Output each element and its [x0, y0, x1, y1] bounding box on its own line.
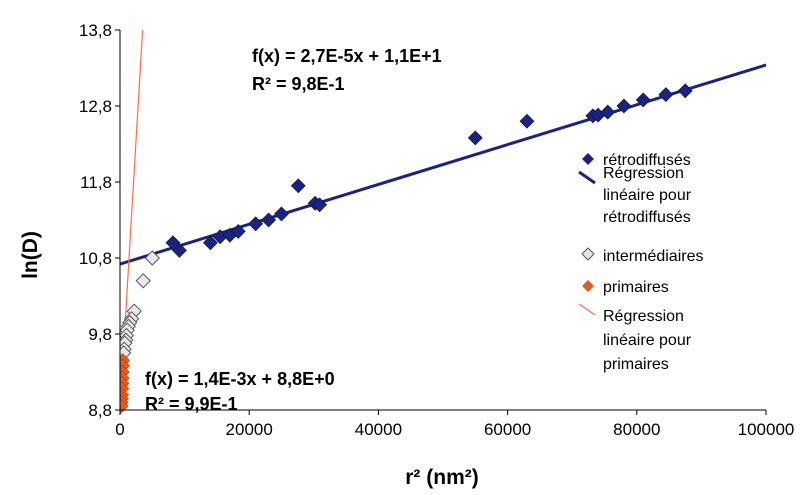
x-axis-ticks: 0 20000 40000 60000 80000 100000 [115, 410, 794, 439]
x-axis-title: r² (nm²) [405, 466, 478, 489]
legend-label-regression-primaires-line2: linéaire pour [603, 332, 692, 349]
x-tick-label: 100000 [738, 420, 795, 439]
y-tick-label: 11,8 [80, 173, 112, 192]
annotation-retrodiffuses-equation: f(x) = 2,7E-5x + 1,1E+1 [252, 46, 442, 66]
annotation-primaires-equation: f(x) = 1,4E-3x + 8,8E+0 [145, 369, 335, 389]
annotation-primaires: f(x) = 1,4E-3x + 8,8E+0 R² = 9,9E-1 [145, 369, 335, 414]
data-point-retrodiffuses [203, 235, 218, 251]
x-tick-label: 0 [115, 420, 124, 439]
data-point-retrodiffuses [519, 113, 535, 129]
legend-item-intermediaires: intermédiaires [581, 247, 703, 265]
x-tick-label: 40000 [355, 420, 402, 439]
x-tick-label: 80000 [613, 420, 660, 439]
x-tick-label: 60000 [484, 420, 531, 439]
data-point-retrodiffuses [290, 178, 306, 194]
legend-label-regression-primaires-line1: Régression [603, 308, 684, 325]
legend-symbol-regression-primaires [578, 303, 596, 316]
legend-background [572, 132, 764, 384]
y-tick-label: 13,8 [79, 21, 112, 40]
legend-item-primaires: primaires [582, 279, 669, 296]
legend-item-regression-primaires: Régression linéaire pour primaires [578, 303, 692, 373]
data-point-retrodiffuses [230, 223, 246, 239]
data-point-retrodiffuses [658, 87, 674, 103]
legend-symbol-retrodiffuses [582, 153, 594, 165]
legend-item-regression-retrodiffuses: Régression linéaire pour rétrodiffusés [578, 165, 692, 226]
legend-symbol-intermediaires [581, 247, 595, 261]
plot-area [120, 29, 767, 414]
data-point-retrodiffuses [600, 104, 616, 120]
y-axis-ticks: 8,8 9,8 10,8 11,8 12,8 13,8 [79, 21, 120, 420]
data-point-retrodiffuses [274, 206, 289, 222]
data-point-retrodiffuses [677, 83, 693, 99]
legend-label-regression-retrodiffuses-line2: linéaire pour [603, 187, 692, 204]
annotation-retrodiffuses-r2: R² = 9,8E-1 [252, 74, 345, 94]
axes [119, 30, 766, 411]
legend-label-primaires: primaires [603, 279, 669, 296]
legend-label-regression-retrodiffuses-line3: rétrodiffusés [603, 209, 691, 226]
data-point-retrodiffuses [635, 92, 651, 108]
legend-symbol-primaires [582, 280, 594, 292]
x-tick-label: 20000 [226, 420, 273, 439]
data-point-retrodiffuses [467, 130, 483, 146]
annotation-retrodiffuses: f(x) = 2,7E-5x + 1,1E+1 R² = 9,8E-1 [252, 46, 442, 94]
series-primaires [120, 353, 131, 414]
data-point-retrodiffuses [261, 212, 277, 228]
legend-label-regression-primaires-line3: primaires [603, 356, 669, 373]
data-point-retrodiffuses [616, 98, 632, 114]
data-point-intermediaires [135, 273, 151, 289]
legend-symbol-regression-retrodiffuses [578, 170, 596, 185]
annotation-primaires-r2: R² = 9,9E-1 [145, 394, 238, 414]
data-point-retrodiffuses [248, 216, 264, 232]
data-point-retrodiffuses [172, 242, 187, 258]
y-tick-label: 9,8 [88, 325, 112, 344]
legend-label-retrodiffuses: rétrodiffusés [603, 152, 691, 169]
y-tick-label: 12,8 [79, 97, 112, 116]
y-axis-title: ln(D) [19, 231, 42, 279]
series-intermediaires [120, 250, 161, 361]
data-point-intermediaires [144, 250, 161, 266]
legend-label-intermediaires: intermédiaires [603, 248, 703, 265]
y-tick-label: 10,8 [79, 249, 112, 268]
legend-label-regression-retrodiffuses-line1: Régression [603, 165, 684, 182]
legend-item-retrodiffuses: rétrodiffusés [582, 152, 691, 169]
y-tick-label: 8,8 [88, 401, 112, 420]
data-point-retrodiffuses [312, 197, 328, 213]
legend: rétrodiffusés Régression linéaire pour r… [572, 132, 764, 384]
series-retrodiffuses [165, 83, 693, 258]
